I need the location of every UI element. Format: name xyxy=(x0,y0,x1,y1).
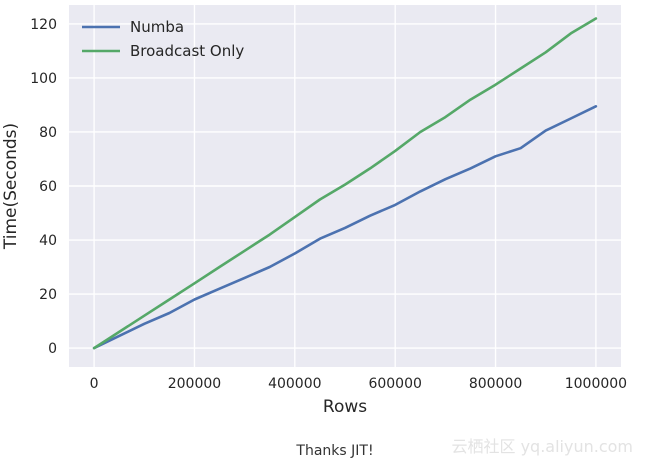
x-tick-label: 600000 xyxy=(368,376,421,392)
x-tick-label: 1000000 xyxy=(565,376,627,392)
y-tick-labels: 0 20 40 60 80 100 120 xyxy=(30,17,57,357)
legend-label: Broadcast Only xyxy=(130,42,244,60)
y-tick-label: 100 xyxy=(30,71,57,87)
legend-label: Numba xyxy=(130,18,184,36)
series-line-numba xyxy=(92,105,598,350)
x-tick-labels: 0 200000 400000 600000 800000 1000000 xyxy=(90,376,627,392)
watermark: 云栖社区 yq.aliyun.com xyxy=(451,437,633,456)
y-tick-label: 60 xyxy=(39,179,57,195)
x-axis-title: Rows xyxy=(323,397,367,417)
y-tick-label: 0 xyxy=(48,341,57,357)
x-tick-label: 0 xyxy=(90,376,99,392)
y-tick-label: 20 xyxy=(39,287,57,303)
series-lines xyxy=(92,17,598,350)
x-tick-label: 800000 xyxy=(469,376,522,392)
legend: Numba Broadcast Only xyxy=(82,18,244,60)
caption: Thanks JIT! xyxy=(296,443,374,459)
y-axis-title: Time(Seconds) xyxy=(1,123,21,250)
x-tick-label: 200000 xyxy=(168,376,221,392)
y-tick-label: 80 xyxy=(39,125,57,141)
series-line-broadcast-only xyxy=(92,17,598,350)
y-tick-label: 120 xyxy=(30,17,57,33)
y-tick-label: 40 xyxy=(39,233,57,249)
x-tick-label: 400000 xyxy=(268,376,321,392)
